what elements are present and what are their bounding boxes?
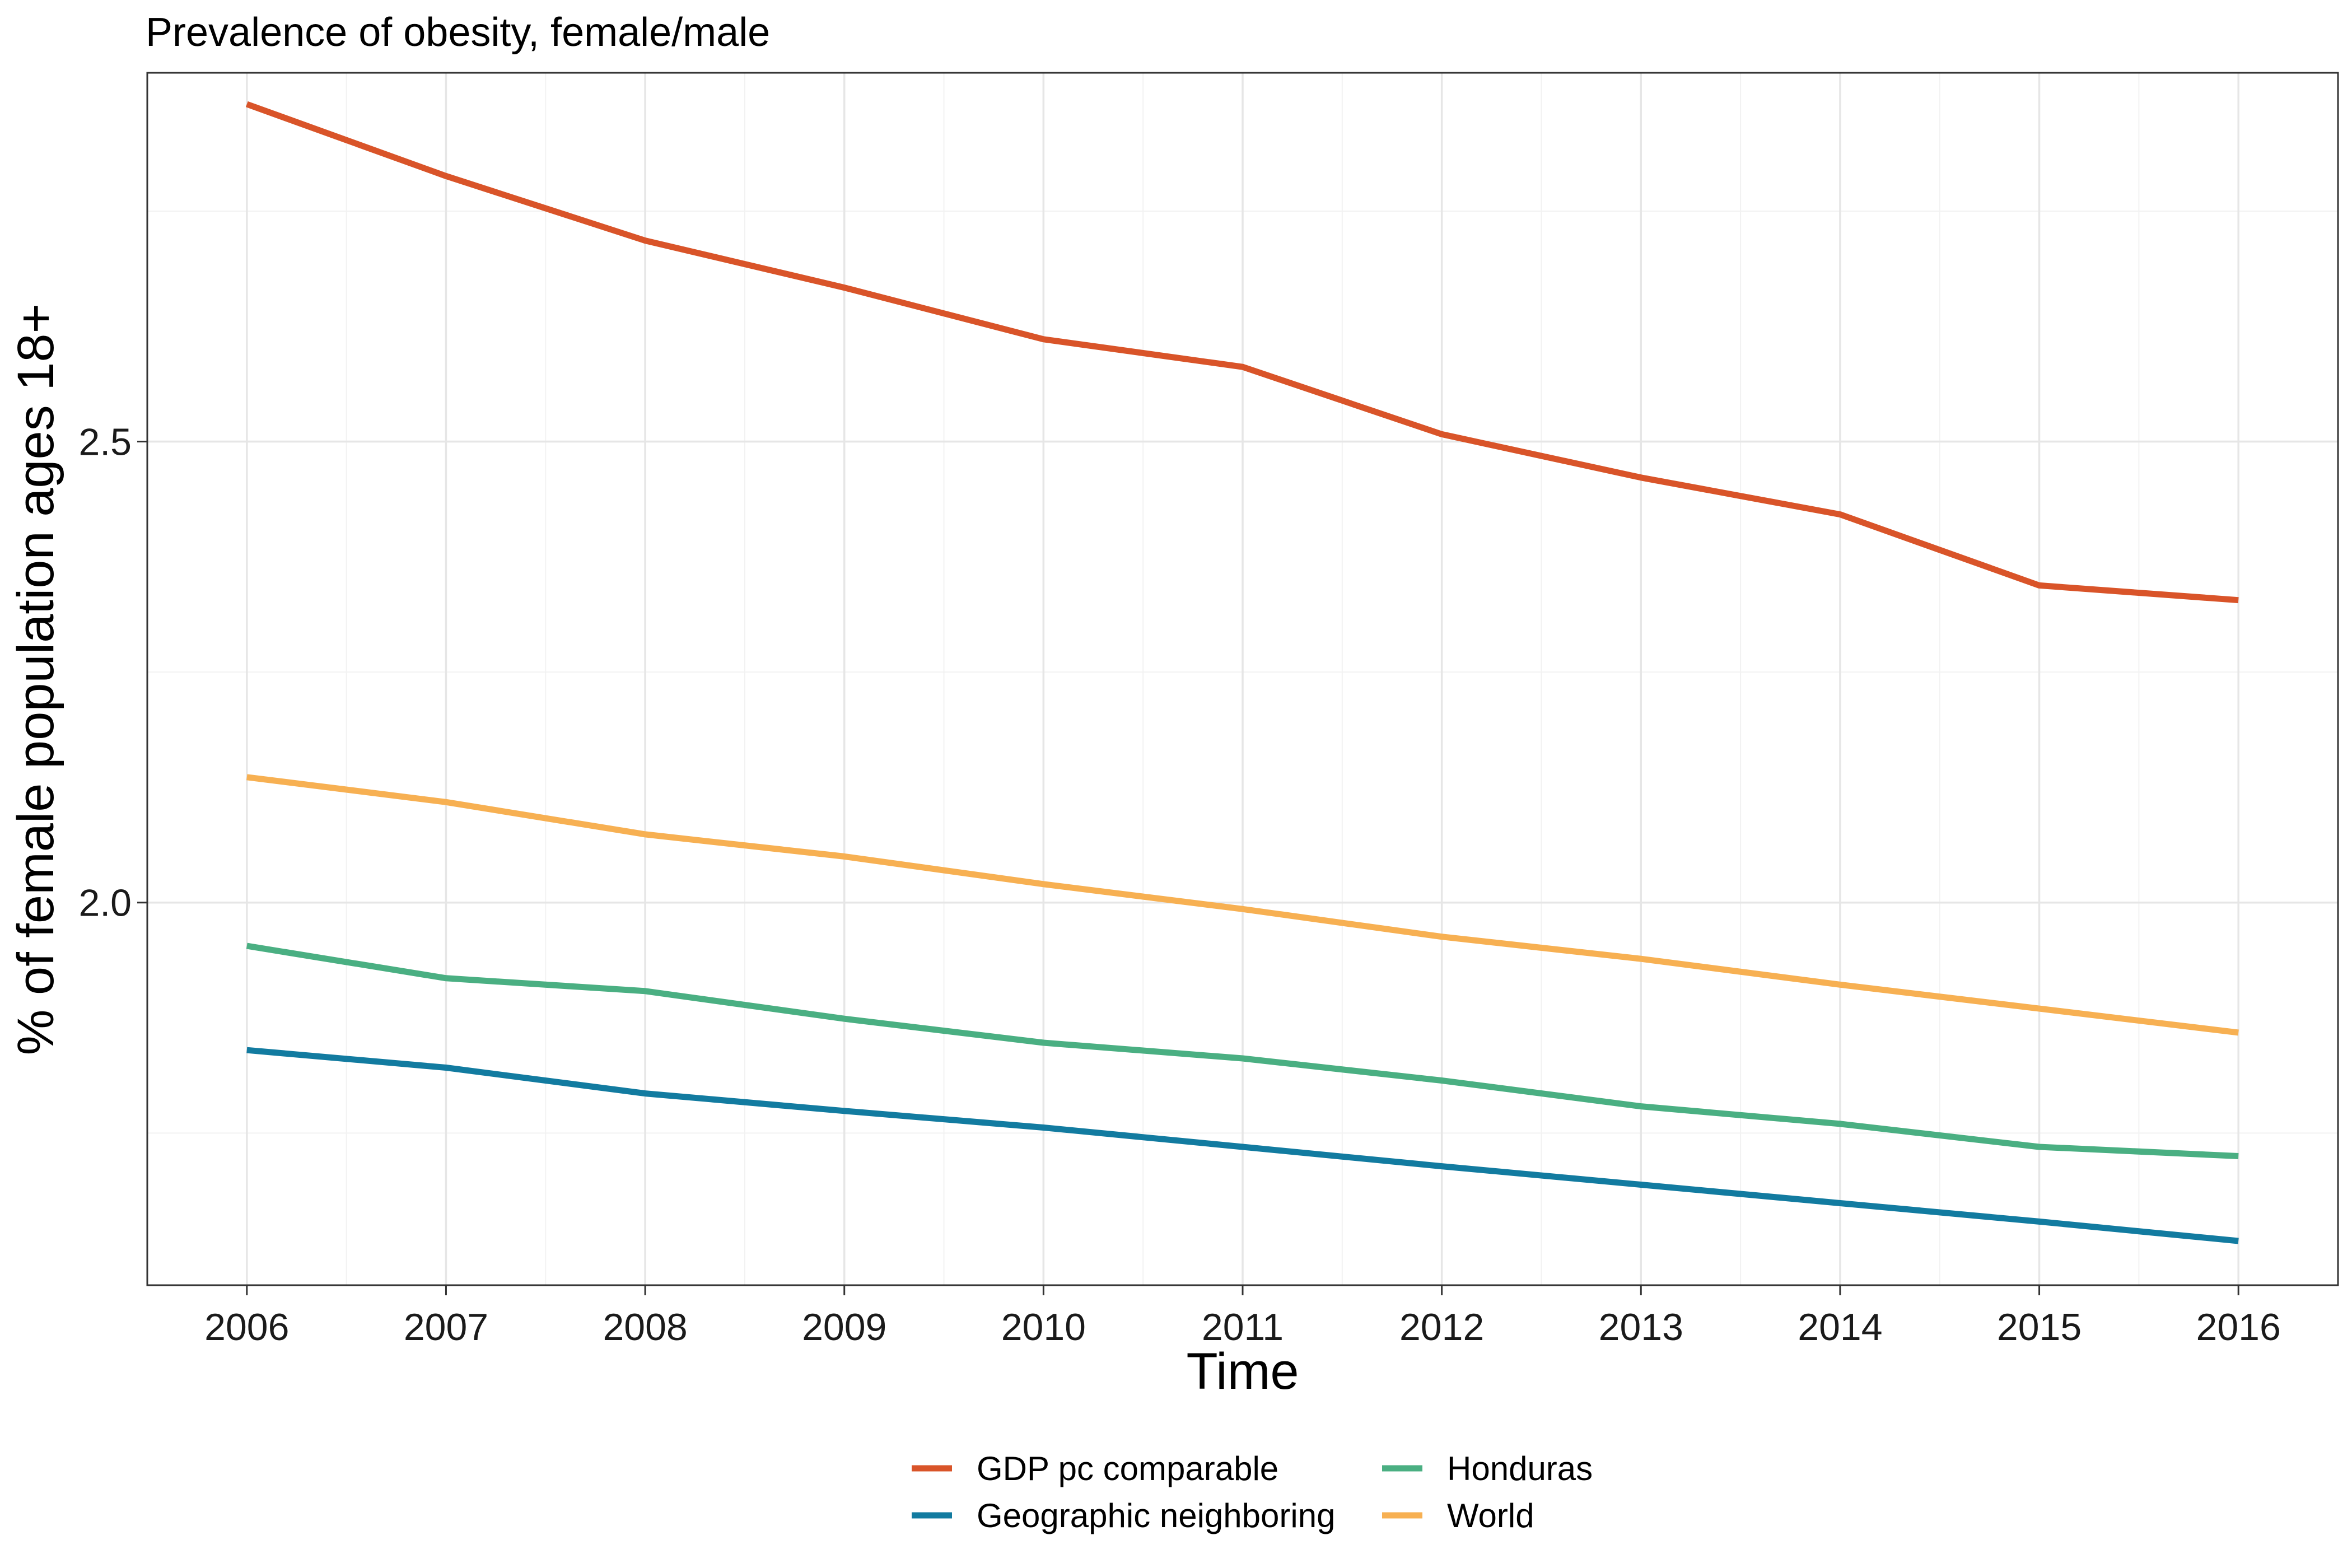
- x-tick-label: 2016: [2196, 1306, 2281, 1348]
- x-tick-label: 2010: [1001, 1306, 1086, 1348]
- series-line-world: [246, 774, 2239, 1036]
- legend-label-geographic-neighboring: Geographic neighboring: [977, 1497, 1335, 1534]
- legend-item-gdp-pc-comparable: GDP pc comparable: [912, 1450, 1278, 1487]
- x-tick-label: 2013: [1599, 1306, 1683, 1348]
- legend-item-world: World: [1382, 1497, 1534, 1534]
- x-tick-label: 2014: [1798, 1306, 1882, 1348]
- x-tick-label: 2007: [404, 1306, 488, 1348]
- x-tick-label: 2006: [204, 1306, 289, 1348]
- legend-item-honduras: Honduras: [1382, 1450, 1593, 1487]
- legend-label-gdp-pc-comparable: GDP pc comparable: [977, 1450, 1278, 1487]
- legend-label-honduras: Honduras: [1447, 1450, 1593, 1487]
- series-line-honduras: [246, 942, 2239, 1159]
- chart-title: Prevalence of obesity, female/male: [146, 10, 770, 55]
- series-line-geographic-neighboring: [246, 1047, 2239, 1244]
- x-tick-label: 2011: [1202, 1306, 1284, 1348]
- series-line-gdp-pc-comparable: [245, 101, 2239, 604]
- x-tick-label: 2012: [1399, 1306, 1484, 1348]
- x-tick-label: 2015: [1997, 1306, 2082, 1348]
- x-tick-label: 2008: [603, 1306, 687, 1348]
- y-tick-label: 2.5: [78, 421, 132, 464]
- legend-label-world: World: [1447, 1497, 1534, 1534]
- legend-item-geographic-neighboring: Geographic neighboring: [912, 1497, 1335, 1534]
- x-tick-label: 2009: [802, 1306, 886, 1348]
- x-axis: 2006 2007 2008 2009 2010 2011 2012 2013 2014 2015…: [204, 1285, 2281, 1348]
- y-axis-title: % of female population ages 18+: [7, 304, 64, 1056]
- series-layer: [245, 101, 2239, 1244]
- y-axis: 2.0 2.5: [78, 421, 147, 925]
- x-axis-title: Time: [1186, 1343, 1299, 1400]
- legend: GDP pc comparable Geographic neighboring H…: [912, 1450, 1593, 1534]
- y-tick-label: 2.0: [78, 882, 132, 925]
